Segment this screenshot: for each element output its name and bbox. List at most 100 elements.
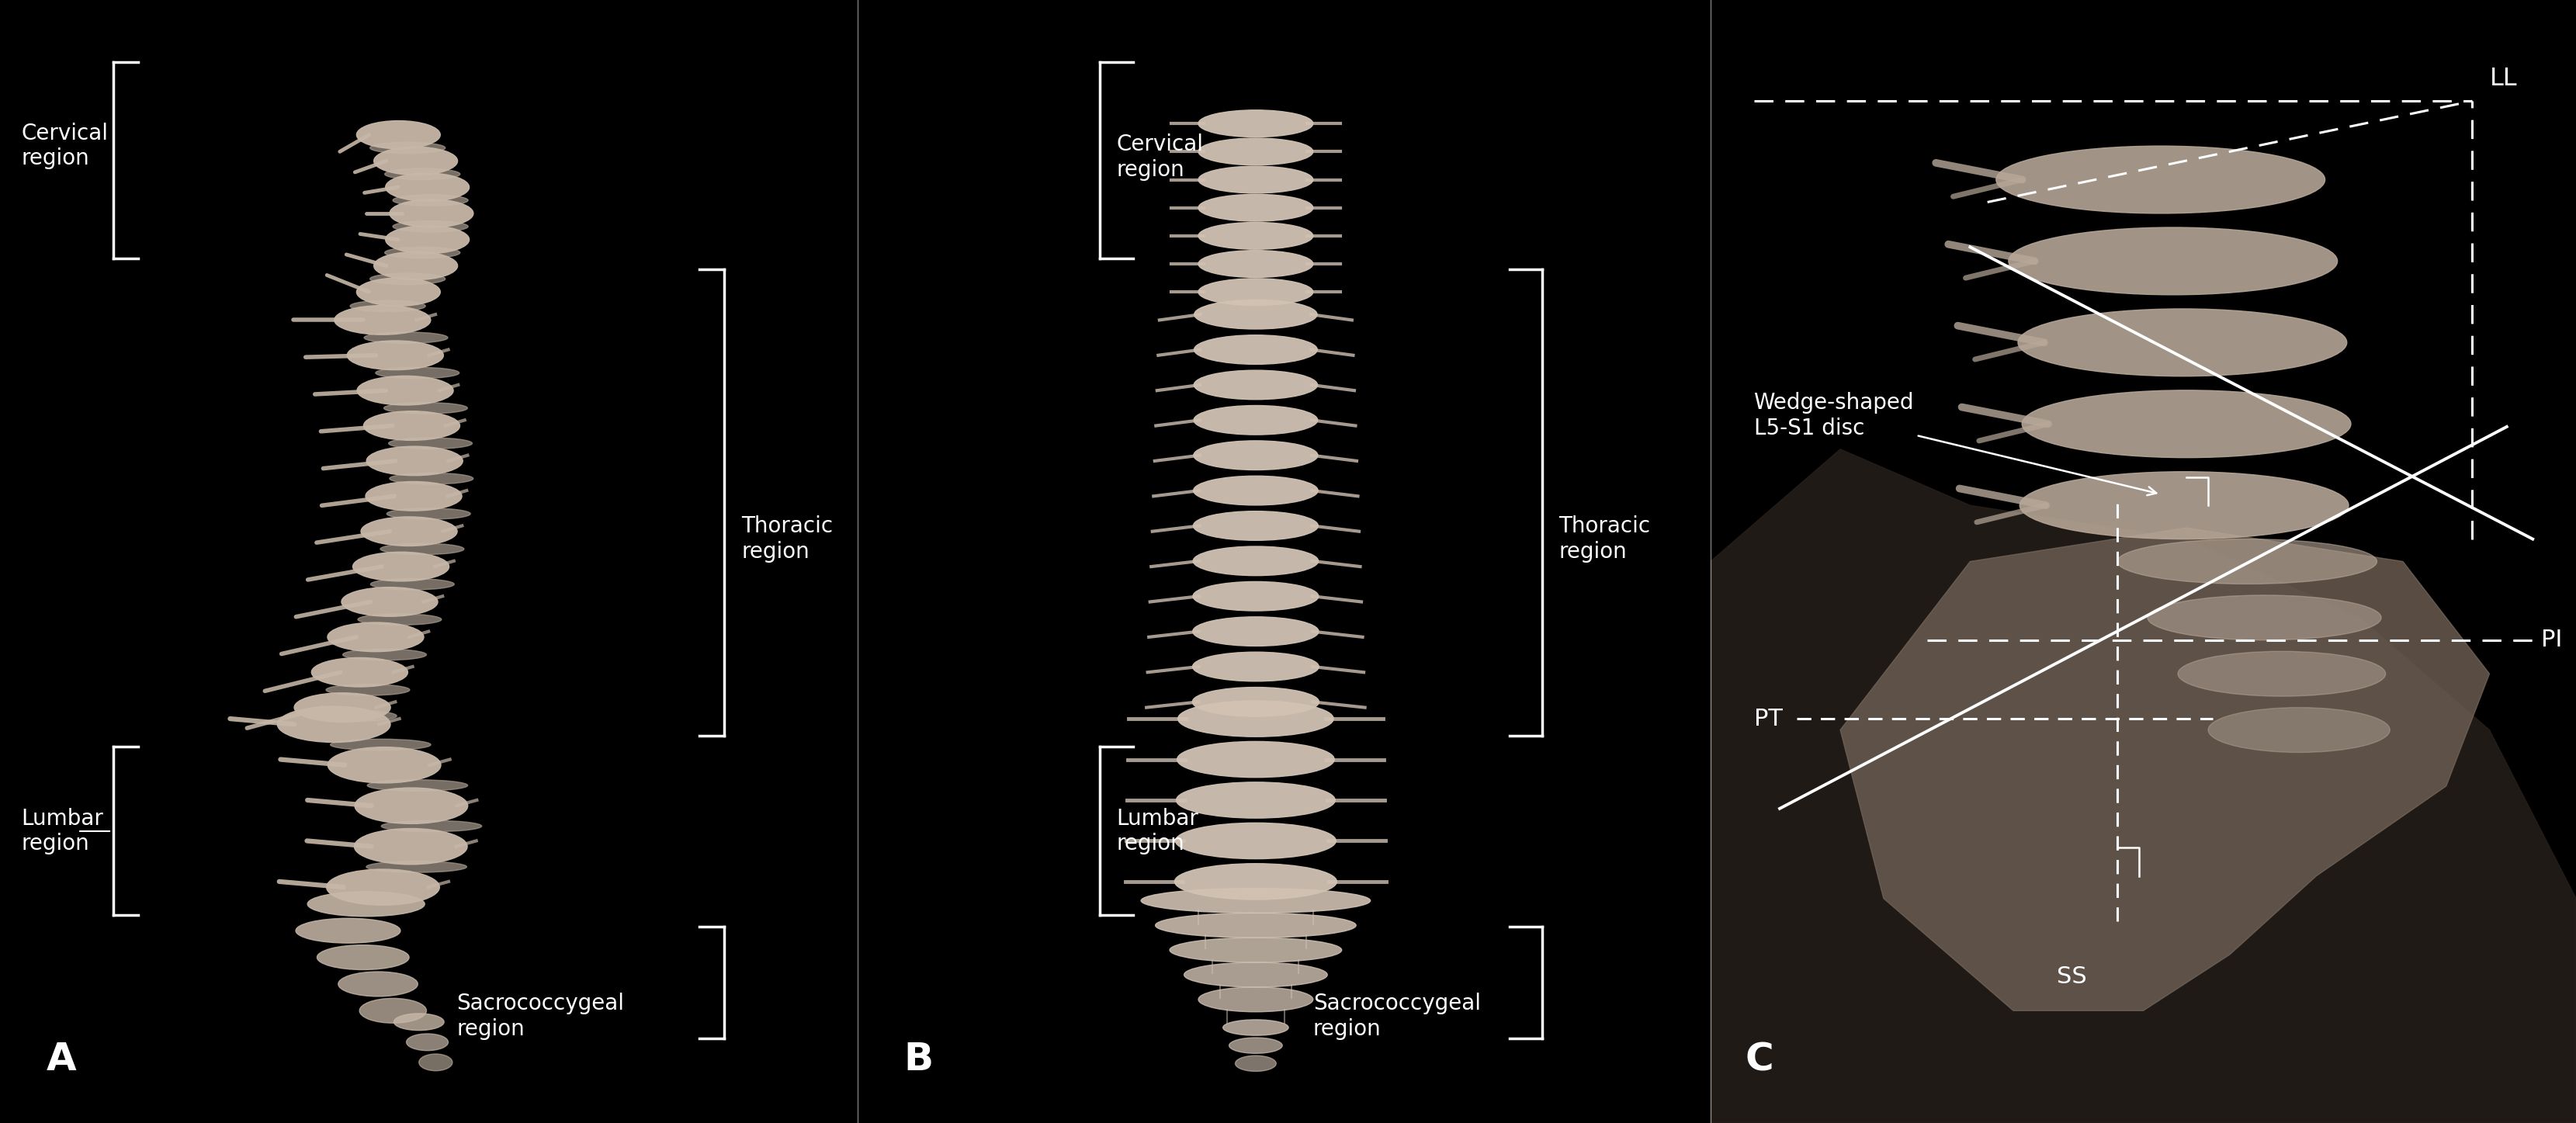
Ellipse shape [307, 892, 425, 916]
Text: A: A [46, 1041, 77, 1078]
Ellipse shape [1236, 1056, 1275, 1071]
Ellipse shape [296, 919, 399, 943]
Text: B: B [904, 1041, 933, 1078]
Ellipse shape [376, 367, 459, 378]
Text: Cervical
region: Cervical region [21, 122, 108, 170]
Text: Sacrococcygeal
region: Sacrococcygeal region [456, 993, 623, 1040]
Ellipse shape [1198, 194, 1314, 221]
Ellipse shape [1193, 652, 1319, 682]
Ellipse shape [2022, 391, 2352, 458]
Ellipse shape [327, 747, 440, 783]
Text: C: C [1744, 1041, 1775, 1078]
Ellipse shape [1193, 476, 1319, 505]
Ellipse shape [386, 508, 471, 519]
Ellipse shape [317, 944, 410, 969]
Text: Sacrococcygeal
region: Sacrococcygeal region [1314, 993, 1481, 1040]
Text: Lumbar
region: Lumbar region [21, 807, 103, 855]
Ellipse shape [337, 971, 417, 996]
Ellipse shape [1193, 582, 1319, 611]
Ellipse shape [348, 340, 443, 369]
Ellipse shape [371, 578, 453, 590]
Ellipse shape [381, 821, 482, 832]
Ellipse shape [1193, 687, 1319, 716]
Ellipse shape [327, 684, 410, 695]
Ellipse shape [384, 247, 461, 258]
Text: PI: PI [2543, 629, 2563, 651]
Ellipse shape [358, 376, 453, 405]
Ellipse shape [1224, 1020, 1288, 1035]
Text: Thoracic
region: Thoracic region [742, 515, 832, 563]
Ellipse shape [278, 706, 392, 742]
Ellipse shape [314, 711, 397, 722]
Ellipse shape [1193, 547, 1319, 576]
Ellipse shape [343, 649, 428, 660]
Ellipse shape [407, 1033, 448, 1051]
Ellipse shape [343, 587, 438, 617]
Ellipse shape [294, 693, 392, 722]
Ellipse shape [355, 829, 466, 865]
Ellipse shape [381, 544, 464, 555]
Ellipse shape [327, 869, 440, 905]
Ellipse shape [394, 1013, 443, 1031]
Ellipse shape [1198, 110, 1314, 137]
Ellipse shape [1185, 962, 1327, 987]
Ellipse shape [368, 779, 469, 791]
Ellipse shape [355, 277, 440, 307]
Ellipse shape [1996, 146, 2326, 213]
Ellipse shape [384, 168, 461, 180]
Ellipse shape [1198, 279, 1314, 305]
Ellipse shape [361, 998, 428, 1023]
Ellipse shape [371, 143, 446, 154]
Ellipse shape [1198, 222, 1314, 249]
Ellipse shape [1170, 938, 1342, 962]
Ellipse shape [1195, 300, 1316, 329]
Ellipse shape [1193, 617, 1319, 646]
Ellipse shape [389, 199, 474, 227]
Ellipse shape [358, 614, 440, 626]
Ellipse shape [2017, 309, 2347, 376]
Ellipse shape [312, 658, 407, 687]
Ellipse shape [1193, 405, 1319, 435]
Ellipse shape [363, 411, 461, 440]
Ellipse shape [2177, 651, 2385, 696]
Ellipse shape [355, 121, 440, 149]
Ellipse shape [1177, 701, 1334, 737]
Ellipse shape [371, 273, 446, 284]
Ellipse shape [1175, 864, 1337, 900]
Ellipse shape [386, 173, 469, 201]
Ellipse shape [330, 739, 430, 750]
Ellipse shape [355, 788, 469, 824]
Ellipse shape [366, 861, 466, 873]
Ellipse shape [366, 482, 461, 511]
Text: LL: LL [2488, 66, 2517, 91]
Ellipse shape [2009, 227, 2336, 295]
Ellipse shape [1193, 440, 1319, 469]
Ellipse shape [2020, 472, 2349, 539]
Ellipse shape [386, 226, 469, 254]
Ellipse shape [1229, 1038, 1283, 1053]
Ellipse shape [327, 622, 425, 651]
Ellipse shape [1198, 138, 1314, 165]
Text: Cervical
region: Cervical region [1115, 134, 1203, 181]
Ellipse shape [389, 438, 471, 449]
Text: Wedge-shaped
L5-S1 disc: Wedge-shaped L5-S1 disc [1754, 392, 2156, 495]
Ellipse shape [1198, 250, 1314, 277]
Ellipse shape [392, 194, 469, 206]
Ellipse shape [420, 1053, 453, 1071]
Ellipse shape [335, 305, 430, 335]
Ellipse shape [1193, 371, 1316, 400]
Ellipse shape [374, 147, 459, 175]
Ellipse shape [1198, 987, 1314, 1012]
Ellipse shape [1193, 511, 1319, 540]
Polygon shape [1839, 528, 2488, 1011]
Ellipse shape [1177, 782, 1334, 818]
Ellipse shape [1198, 166, 1314, 193]
Ellipse shape [1175, 823, 1337, 859]
Text: Lumbar
region: Lumbar region [1115, 807, 1198, 855]
Polygon shape [1710, 449, 2576, 1123]
Ellipse shape [363, 332, 448, 344]
Text: PT: PT [1754, 707, 1783, 730]
Ellipse shape [392, 221, 469, 232]
Ellipse shape [1157, 913, 1355, 938]
Ellipse shape [384, 402, 466, 413]
